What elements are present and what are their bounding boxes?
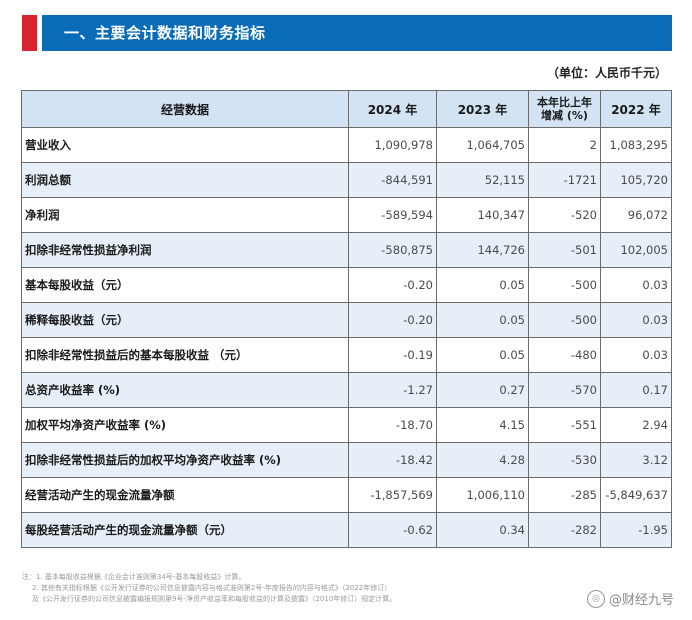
value-2024: -580,875 <box>348 232 437 268</box>
value-2023: 0.05 <box>436 302 529 338</box>
footnote-line: 注：1. 基本每股收益根据《企业会计准则第34号-基本每股收益》计算。 <box>22 573 246 581</box>
footnotes: 注：1. 基本每股收益根据《企业会计准则第34号-基本每股收益》计算。 2. 其… <box>22 572 396 605</box>
row-label: 经营活动产生的现金流量净额 <box>21 477 349 513</box>
value-2024: -0.20 <box>348 302 437 338</box>
table-row: 基本每股收益（元） -0.20 0.05 -500 0.03 <box>21 267 672 303</box>
column-header: 经营数据 <box>21 90 349 128</box>
table-row: 扣除非经常性损益后的加权平均净资产收益率 (%) -18.42 4.28 -530 3.… <box>21 442 672 478</box>
value-change: -480 <box>528 337 601 373</box>
table-row: 总资产收益率 (%) -1.27 0.27 -570 0.17 <box>21 372 672 408</box>
footnote-line: 2. 其他有关指标根据《公开发行证券的公司信息披露内容与格式准则第2号-年度报告… <box>32 584 392 592</box>
value-2022: 2.94 <box>600 407 672 443</box>
table-row: 利润总额 -844,591 52,115 -1721 105,720 <box>21 162 672 198</box>
value-2023: 52,115 <box>436 162 529 198</box>
value-2023: 1,006,110 <box>436 477 529 513</box>
value-2022: 1,083,295 <box>600 127 672 163</box>
value-2023: 140,347 <box>436 197 529 233</box>
value-2023: 0.05 <box>436 267 529 303</box>
value-2024: 1,090,978 <box>348 127 437 163</box>
value-2023: 0.34 <box>436 512 529 548</box>
value-change: -285 <box>528 477 601 513</box>
column-header: 2024 年 <box>348 90 437 128</box>
value-2022: 0.03 <box>600 337 672 373</box>
value-change: -551 <box>528 407 601 443</box>
table-header-row: 经营数据 2024 年 2023 年 本年比上年增减 (%) 2022 年 <box>21 90 672 128</box>
column-header: 本年比上年增减 (%) <box>528 90 601 128</box>
value-2022: 96,072 <box>600 197 672 233</box>
value-2022: 102,005 <box>600 232 672 268</box>
value-change: -500 <box>528 267 601 303</box>
section-title: 一、主要会计数据和财务指标 <box>64 24 266 42</box>
row-label: 加权平均净资产收益率 (%) <box>21 407 349 443</box>
value-2023: 0.05 <box>436 337 529 373</box>
value-2024: -18.70 <box>348 407 437 443</box>
value-2024: -1.27 <box>348 372 437 408</box>
watermark: ◎ @财经九号 <box>586 589 674 608</box>
table-row: 扣除非经常性损益后的基本每股收益 （元） -0.19 0.05 -480 0.03 <box>21 337 672 373</box>
camera-lens-icon: ◎ <box>586 589 605 608</box>
row-label: 每股经营活动产生的现金流量净额（元） <box>21 512 349 548</box>
value-2024: -18.42 <box>348 442 437 478</box>
section-header-bar: 一、主要会计数据和财务指标 <box>42 15 672 51</box>
value-2023: 1,064,705 <box>436 127 529 163</box>
value-2022: -1.95 <box>600 512 672 548</box>
value-2023: 4.28 <box>436 442 529 478</box>
column-header: 2022 年 <box>600 90 672 128</box>
value-change: -282 <box>528 512 601 548</box>
row-label: 扣除非经常性损益后的基本每股收益 （元） <box>21 337 349 373</box>
column-header: 2023 年 <box>436 90 529 128</box>
value-2023: 0.27 <box>436 372 529 408</box>
row-label: 扣除非经常性损益后的加权平均净资产收益率 (%) <box>21 442 349 478</box>
value-2024: -1,857,569 <box>348 477 437 513</box>
table-row: 加权平均净资产收益率 (%) -18.70 4.15 -551 2.94 <box>21 407 672 443</box>
value-2024: -0.62 <box>348 512 437 548</box>
value-2024: -0.19 <box>348 337 437 373</box>
value-change: -501 <box>528 232 601 268</box>
value-2022: 0.03 <box>600 302 672 338</box>
table-row: 稀释每股收益（元） -0.20 0.05 -500 0.03 <box>21 302 672 338</box>
value-2023: 144,726 <box>436 232 529 268</box>
value-2022: 105,720 <box>600 162 672 198</box>
value-change: 2 <box>528 127 601 163</box>
table-row: 净利润 -589,594 140,347 -520 96,072 <box>21 197 672 233</box>
row-label: 净利润 <box>21 197 349 233</box>
row-label: 总资产收益率 (%) <box>21 372 349 408</box>
value-2022: 0.17 <box>600 372 672 408</box>
row-label: 稀释每股收益（元） <box>21 302 349 338</box>
row-label: 利润总额 <box>21 162 349 198</box>
section-accent-bar <box>22 15 37 51</box>
value-2024: -0.20 <box>348 267 437 303</box>
value-2024: -844,591 <box>348 162 437 198</box>
value-2022: 0.03 <box>600 267 672 303</box>
table-row: 扣除非经常性损益净利润 -580,875 144,726 -501 102,005 <box>21 232 672 268</box>
value-change: -530 <box>528 442 601 478</box>
unit-note: （单位：人民币千元） <box>546 66 667 80</box>
value-change: -570 <box>528 372 601 408</box>
row-label: 扣除非经常性损益净利润 <box>21 232 349 268</box>
row-label: 基本每股收益（元） <box>21 267 349 303</box>
value-2022: 3.12 <box>600 442 672 478</box>
table-row: 经营活动产生的现金流量净额 -1,857,569 1,006,110 -285 -5,8… <box>21 477 672 513</box>
value-change: -500 <box>528 302 601 338</box>
value-2022: -5,849,637 <box>600 477 672 513</box>
table-row: 每股经营活动产生的现金流量净额（元） -0.62 0.34 -282 -1.95 <box>21 512 672 548</box>
value-change: -1721 <box>528 162 601 198</box>
value-change: -520 <box>528 197 601 233</box>
table-row: 营业收入 1,090,978 1,064,705 2 1,083,295 <box>21 127 672 163</box>
row-label: 营业收入 <box>21 127 349 163</box>
value-2024: -589,594 <box>348 197 437 233</box>
value-2023: 4.15 <box>436 407 529 443</box>
footnote-line: 及《公开发行证券的公司信息披露编报规则第9号-净资产收益率和每股收益的计算及披露… <box>32 595 397 603</box>
watermark-text: @财经九号 <box>608 593 674 608</box>
financial-data-table: 经营数据 2024 年 2023 年 本年比上年增减 (%) 2022 年 营业… <box>21 90 672 548</box>
